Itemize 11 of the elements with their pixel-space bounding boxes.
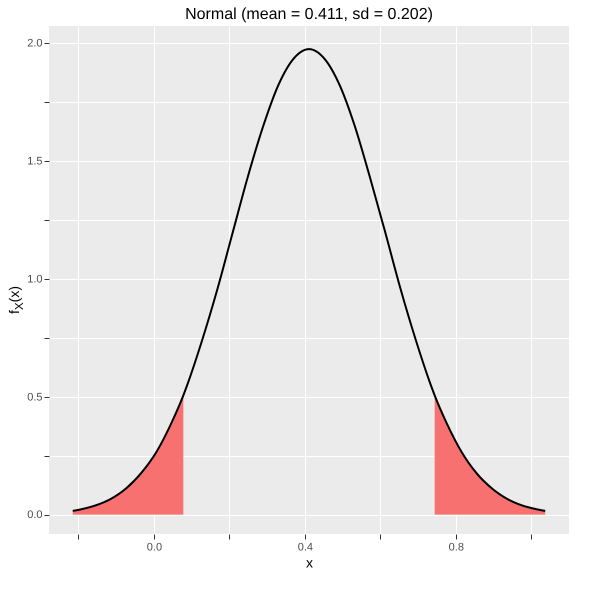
y-tick-label: 1.5: [27, 156, 42, 168]
line-series: [72, 48, 546, 512]
y-tick-label: 0.5: [27, 391, 42, 404]
y-tick-label: 1.0: [27, 273, 42, 286]
x-axis-title: x: [306, 554, 313, 570]
chart-title: Normal (mean = 0.411, sd = 0.202): [185, 6, 433, 23]
x-tick-label: 0.8: [448, 542, 464, 554]
x-tick-label: 0.0: [146, 542, 162, 554]
x-tick-label: 0.4: [298, 542, 313, 554]
y-tick-label: 2.0: [27, 38, 42, 50]
y-tick-label: 0.0: [27, 509, 42, 522]
